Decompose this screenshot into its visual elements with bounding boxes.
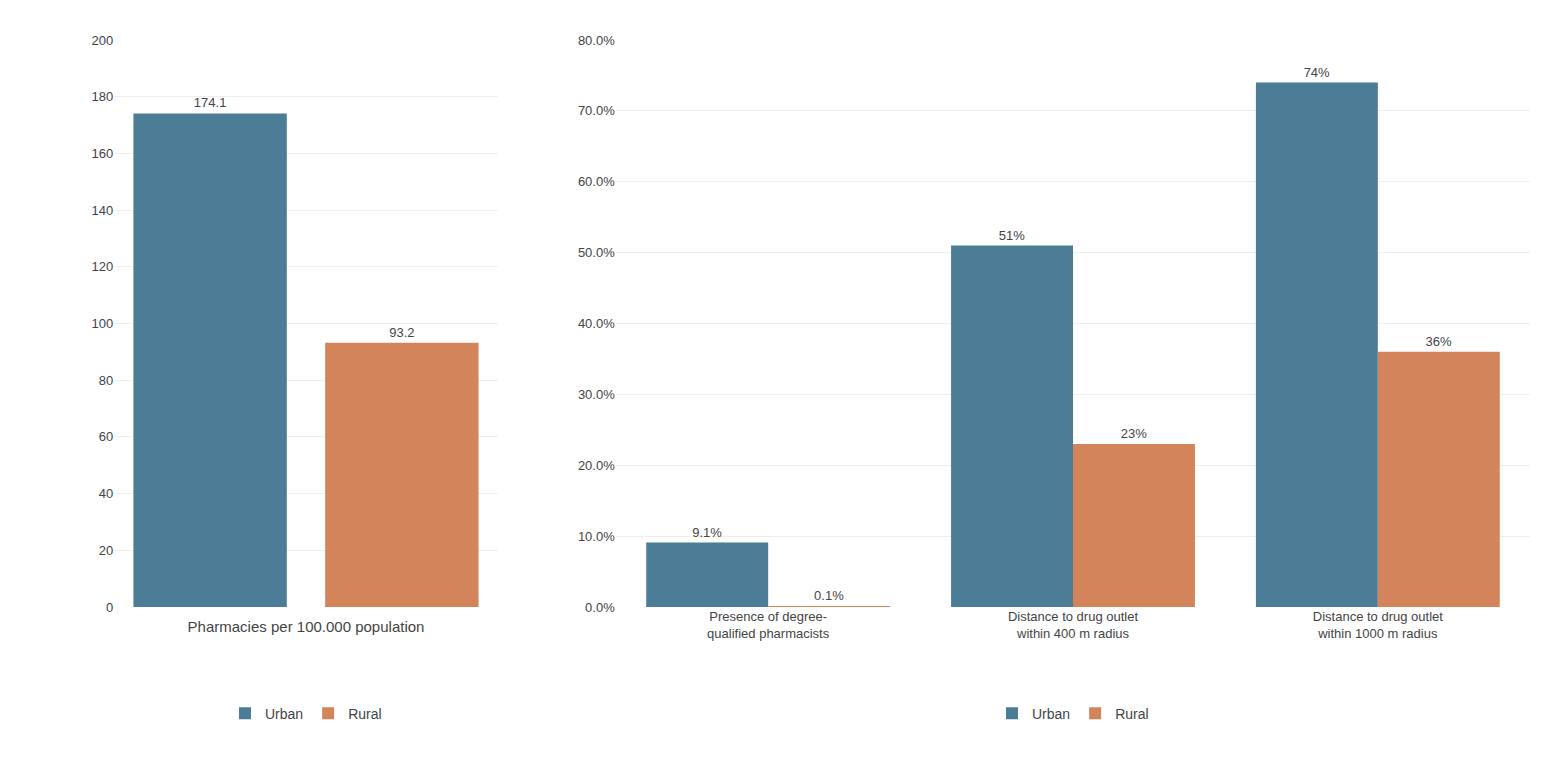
svg-text:36%: 36% bbox=[1426, 334, 1452, 349]
svg-text:40: 40 bbox=[99, 486, 113, 501]
svg-text:100: 100 bbox=[92, 316, 114, 331]
svg-text:40.0%: 40.0% bbox=[578, 316, 615, 331]
svg-text:51%: 51% bbox=[999, 228, 1025, 243]
svg-text:50.0%: 50.0% bbox=[578, 245, 615, 260]
svg-text:60: 60 bbox=[99, 429, 113, 444]
svg-text:Urban: Urban bbox=[1032, 706, 1070, 722]
svg-text:70.0%: 70.0% bbox=[578, 103, 615, 118]
svg-text:60.0%: 60.0% bbox=[578, 174, 615, 189]
svg-text:180: 180 bbox=[92, 89, 114, 104]
svg-text:74%: 74% bbox=[1304, 65, 1330, 80]
svg-text:80: 80 bbox=[99, 373, 113, 388]
svg-text:10.0%: 10.0% bbox=[578, 529, 615, 544]
svg-text:Rural: Rural bbox=[348, 706, 381, 722]
svg-text:Presence of degree-qualified p: Presence of degree-qualified pharmacists bbox=[707, 609, 830, 641]
svg-text:0.1%: 0.1% bbox=[814, 588, 844, 603]
svg-text:120: 120 bbox=[92, 259, 114, 274]
svg-text:160: 160 bbox=[92, 146, 114, 161]
svg-text:93.2: 93.2 bbox=[389, 325, 414, 340]
svg-text:Distance to drug outletwithin: Distance to drug outletwithin 1000 m rad… bbox=[1313, 609, 1443, 641]
svg-text:Rural: Rural bbox=[1115, 706, 1148, 722]
svg-text:0: 0 bbox=[106, 600, 113, 615]
svg-text:0.0%: 0.0% bbox=[585, 600, 615, 615]
svg-text:Distance to drug outletwithin: Distance to drug outletwithin 400 m radi… bbox=[1008, 609, 1138, 641]
svg-text:174.1: 174.1 bbox=[194, 95, 227, 110]
svg-text:9.1%: 9.1% bbox=[692, 525, 722, 540]
svg-text:30.0%: 30.0% bbox=[578, 387, 615, 402]
svg-text:Urban: Urban bbox=[265, 706, 303, 722]
svg-text:20: 20 bbox=[99, 543, 113, 558]
svg-text:80.0%: 80.0% bbox=[578, 33, 615, 48]
svg-text:140: 140 bbox=[92, 203, 114, 218]
svg-text:20.0%: 20.0% bbox=[578, 458, 615, 473]
svg-text:Pharmacies per 100.000 populat: Pharmacies per 100.000 population bbox=[188, 618, 425, 635]
svg-text:200: 200 bbox=[92, 33, 114, 48]
svg-text:23%: 23% bbox=[1121, 426, 1147, 441]
